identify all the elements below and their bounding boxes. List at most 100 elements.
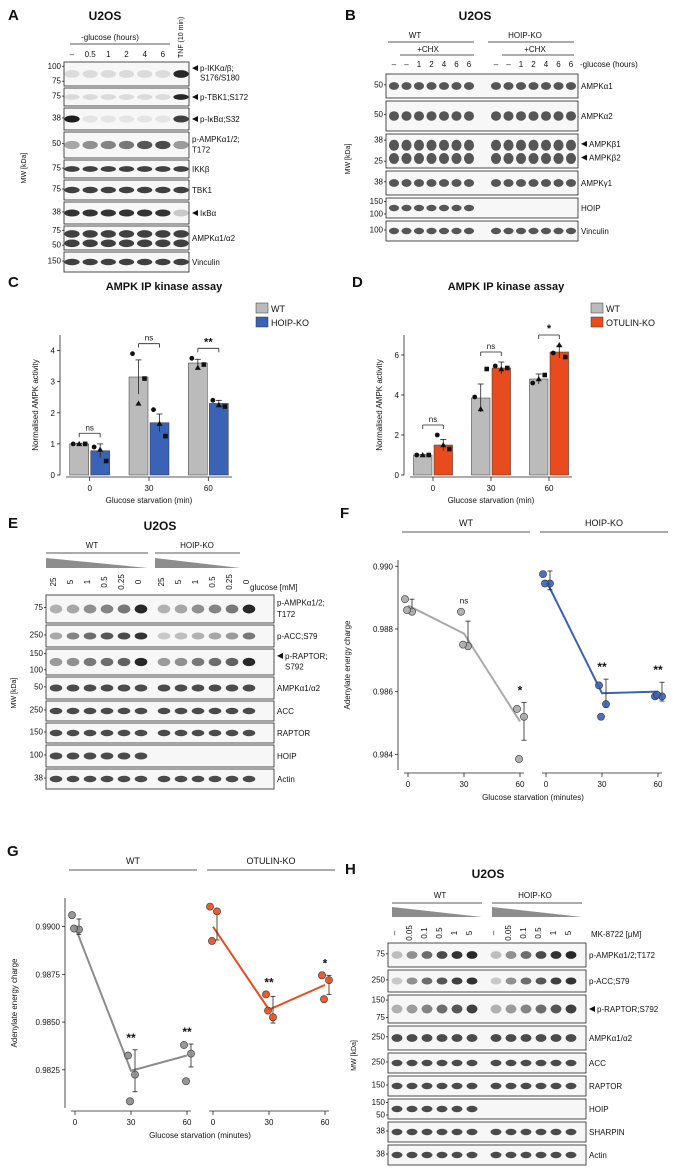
band — [117, 775, 131, 783]
data-point — [440, 442, 447, 448]
band — [490, 179, 502, 187]
y-tick-label: 0.9900 — [36, 923, 61, 932]
band — [401, 111, 412, 121]
band — [64, 209, 80, 217]
band — [83, 684, 97, 692]
x-tick-label: 30 — [145, 484, 154, 493]
blot-strip — [385, 197, 579, 219]
band — [137, 115, 153, 123]
band — [451, 1128, 463, 1136]
blot-panel-a: 100 75 p-IKKα/β;S176/S180 75 p-TBK1;S172 38 p-… — [21, 61, 249, 273]
band — [520, 1004, 532, 1014]
data-point — [206, 902, 214, 911]
band — [83, 775, 97, 783]
mean-line — [407, 604, 521, 722]
y-tick-label: 2 — [395, 431, 400, 440]
mw-marker: 150 — [30, 649, 44, 658]
band — [82, 166, 98, 172]
band — [118, 186, 135, 194]
data-point — [484, 366, 490, 372]
band — [49, 657, 63, 667]
mw-marker: 75 — [376, 1013, 385, 1022]
band — [388, 227, 400, 235]
band — [137, 258, 153, 266]
band — [64, 115, 80, 123]
mw-marker: 50 — [52, 241, 61, 250]
band — [173, 115, 189, 123]
band — [174, 775, 188, 783]
lane-label: 6 — [467, 60, 472, 69]
protein-label: AMPKβ2 — [589, 154, 621, 163]
band — [117, 752, 131, 760]
significance-label: ** — [182, 1025, 192, 1039]
chx-label: +CHX — [524, 45, 546, 54]
band — [137, 140, 153, 150]
x-axis-label: Glucose starvation (minutes) — [149, 1131, 251, 1140]
band — [553, 139, 564, 151]
band — [413, 82, 425, 90]
data-point — [541, 579, 549, 588]
band — [426, 153, 437, 164]
band — [82, 230, 98, 238]
band — [535, 1128, 547, 1136]
data-point — [492, 363, 498, 369]
arrow-icon — [589, 1006, 595, 1012]
band — [155, 258, 171, 266]
band — [157, 707, 171, 715]
band — [134, 684, 148, 692]
band — [535, 1059, 547, 1067]
band — [49, 775, 63, 783]
lane-label: 6 — [454, 60, 459, 69]
band — [490, 139, 502, 151]
band — [100, 775, 114, 783]
band — [118, 140, 135, 150]
band — [83, 729, 97, 737]
lane-label: 4 — [544, 60, 549, 69]
x-tick-label: 0 — [544, 780, 549, 789]
group-label: HOIP-KO — [585, 518, 623, 528]
band — [100, 604, 114, 614]
band — [565, 951, 577, 959]
chx-label: +CHX — [417, 45, 439, 54]
mw-marker: 150 — [372, 1081, 386, 1090]
band — [550, 1082, 562, 1090]
x-tick-label: 60 — [654, 780, 663, 789]
band — [438, 204, 450, 212]
band — [82, 94, 98, 100]
band — [100, 230, 116, 238]
mw-marker: 100 — [370, 226, 384, 235]
legend-swatch — [590, 316, 604, 328]
blot-strip — [387, 1052, 587, 1074]
band — [225, 604, 239, 614]
protein-label: p-RAPTOR;S792 — [597, 1005, 659, 1014]
band — [118, 166, 135, 172]
band — [421, 1151, 433, 1159]
lane-label: 1 — [417, 60, 422, 69]
data-point — [222, 404, 228, 409]
band — [137, 230, 153, 238]
band — [225, 632, 239, 640]
band — [242, 684, 256, 692]
band — [451, 1004, 463, 1014]
legend-swatch — [255, 302, 269, 314]
band — [82, 140, 98, 150]
x-tick-label: 30 — [127, 1118, 136, 1127]
band — [117, 632, 131, 640]
panel-letter: B — [345, 7, 356, 24]
band — [406, 951, 418, 959]
band — [503, 111, 514, 121]
x-tick-label: 60 — [183, 1118, 192, 1127]
band — [565, 1059, 577, 1067]
band — [466, 1059, 478, 1067]
band — [100, 115, 116, 123]
band — [436, 1034, 448, 1042]
band — [490, 82, 502, 90]
band — [155, 239, 171, 248]
band — [64, 230, 80, 238]
band — [490, 1151, 502, 1159]
band — [463, 204, 475, 212]
dot-chart-g: G 0.9825 0.9850 0.9875 0.9900 Adenylate energ… — [7, 843, 335, 1140]
lane-label: 5 — [564, 930, 573, 935]
data-point — [180, 1041, 188, 1049]
y-tick-label: 0.986 — [373, 688, 394, 697]
